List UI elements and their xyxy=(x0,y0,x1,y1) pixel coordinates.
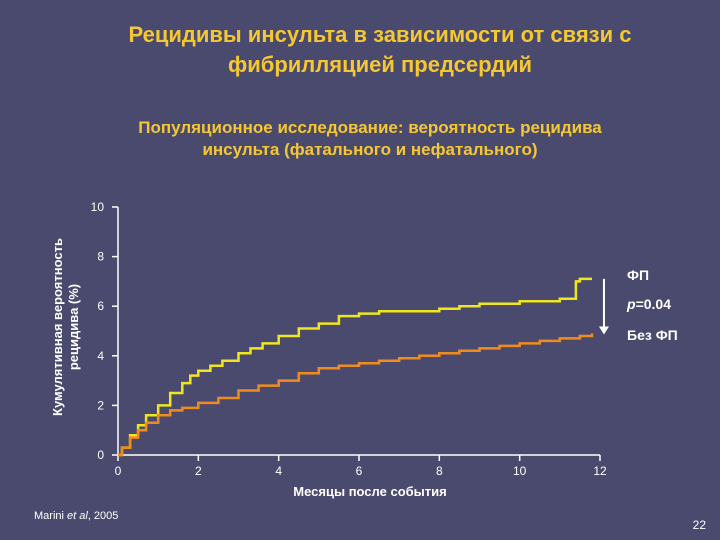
y-tick-label: 8 xyxy=(97,250,104,264)
x-tick-label: 12 xyxy=(593,464,607,478)
x-tick-label: 4 xyxy=(275,464,282,478)
y-axis-label: Кумулятивная вероятность рецидива (%) xyxy=(50,238,81,416)
chart-axes: 0 2 4 6 8 10 0 2 4 6 8 10 12 xyxy=(91,200,609,478)
citation: Marini et al, 2005 xyxy=(34,510,118,522)
slide-number: 22 xyxy=(692,518,706,532)
x-tick-label: 8 xyxy=(436,464,443,478)
p-value-annotation: p=0.04 xyxy=(627,296,671,312)
y-tick-label: 6 xyxy=(97,299,104,313)
legend-no-af: Без ФП xyxy=(627,327,678,343)
citation-etal: et al xyxy=(67,510,88,522)
x-axis-label: Месяцы после события xyxy=(293,484,447,499)
citation-year: , 2005 xyxy=(87,510,119,522)
y-tick-label: 2 xyxy=(97,398,104,412)
chart-series xyxy=(118,277,594,457)
slide-title: Рецидивы инсульта в зависимости от связи… xyxy=(128,22,632,77)
y-tick-label: 4 xyxy=(97,349,104,363)
x-tick-label: 6 xyxy=(356,464,363,478)
slide-subtitle: Популяционное исследование: вероятность … xyxy=(138,118,602,159)
p-value-number: =0.04 xyxy=(635,296,671,312)
legend-af: ФП xyxy=(627,267,650,283)
series-af-line xyxy=(118,277,592,457)
y-tick-label: 10 xyxy=(91,200,105,214)
x-tick-label: 10 xyxy=(513,464,527,478)
citation-author: Marini xyxy=(34,510,68,522)
y-tick-label: 0 xyxy=(97,448,104,462)
series-no-af-line xyxy=(118,333,594,457)
x-tick-label: 0 xyxy=(115,464,122,478)
x-tick-label: 2 xyxy=(195,464,202,478)
p-value-symbol: p xyxy=(627,296,636,312)
difference-arrow-head xyxy=(598,326,609,335)
